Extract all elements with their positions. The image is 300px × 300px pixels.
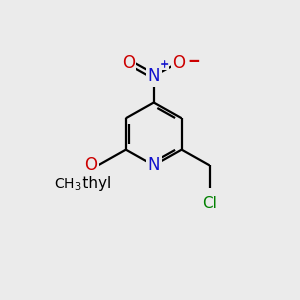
Text: O: O (82, 156, 96, 174)
Text: CH$_3$: CH$_3$ (54, 176, 82, 193)
Text: O: O (85, 156, 98, 174)
Text: −: − (188, 54, 200, 69)
Text: N: N (148, 66, 160, 84)
Text: O: O (172, 54, 185, 72)
Text: +: + (160, 59, 169, 70)
Text: +: + (160, 60, 169, 70)
Text: O: O (122, 54, 135, 72)
Text: −: − (187, 53, 200, 68)
Text: Cl: Cl (202, 195, 217, 210)
Text: O: O (122, 53, 135, 71)
Text: O: O (172, 53, 185, 71)
Text: N: N (148, 67, 160, 85)
Text: Cl: Cl (202, 196, 217, 211)
Text: methyl: methyl (58, 176, 112, 191)
Text: N: N (148, 156, 160, 174)
